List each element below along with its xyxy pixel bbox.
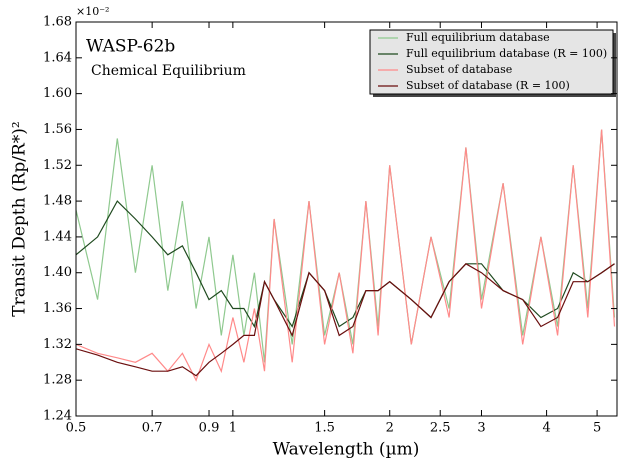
- y-tick-label: 1.32: [43, 337, 72, 352]
- y-tick-label: 1.24: [43, 409, 72, 424]
- x-tick-label: 0.9: [199, 421, 220, 436]
- y-tick-label: 1.36: [43, 301, 72, 316]
- legend: [369, 29, 614, 95]
- axes-frame: [75, 21, 618, 417]
- x-tick-label: 2: [386, 421, 394, 436]
- y-tick-label: 1.56: [43, 122, 72, 137]
- y-offset-label: ×10⁻²: [76, 5, 109, 18]
- legend-label: Subset of database (R = 100): [406, 79, 570, 92]
- legend-label: Subset of database: [406, 63, 512, 76]
- x-tick-label: 1.5: [314, 421, 335, 436]
- y-tick-label: 1.44: [43, 229, 72, 244]
- x-tick-label: 4: [542, 421, 550, 436]
- y-tick-label: 1.28: [43, 373, 72, 388]
- chart-subtitle: Chemical Equilibrium: [91, 63, 246, 79]
- y-tick-label: 1.48: [43, 194, 72, 209]
- legend-label: Full equilibrium database (R = 100): [406, 47, 607, 60]
- series-line: [76, 129, 616, 382]
- series-line: [76, 263, 615, 377]
- x-tick-label: 2.5: [430, 421, 451, 436]
- x-tick-label: 0.7: [142, 421, 163, 436]
- y-tick-label: 1.68: [43, 15, 72, 30]
- x-tick-label: 3: [477, 421, 485, 436]
- x-tick-label: 5: [593, 421, 601, 436]
- legend-label: Full equilibrium database: [406, 31, 550, 44]
- y-tick-label: 1.64: [43, 50, 72, 65]
- y-tick-label: 1.60: [43, 86, 72, 101]
- y-tick-label: 1.40: [43, 265, 72, 280]
- x-axis-label: Wavelength (µm): [273, 440, 420, 460]
- x-tick-label: 1: [229, 421, 237, 436]
- y-axis-label: Transit Depth (Rp/R*)²: [10, 121, 30, 317]
- chart-title: WASP-62b: [86, 37, 175, 57]
- x-tick-label: 0.5: [66, 421, 87, 436]
- series-line: [76, 129, 616, 363]
- y-tick-label: 1.52: [43, 158, 72, 173]
- plot-area: [76, 129, 616, 382]
